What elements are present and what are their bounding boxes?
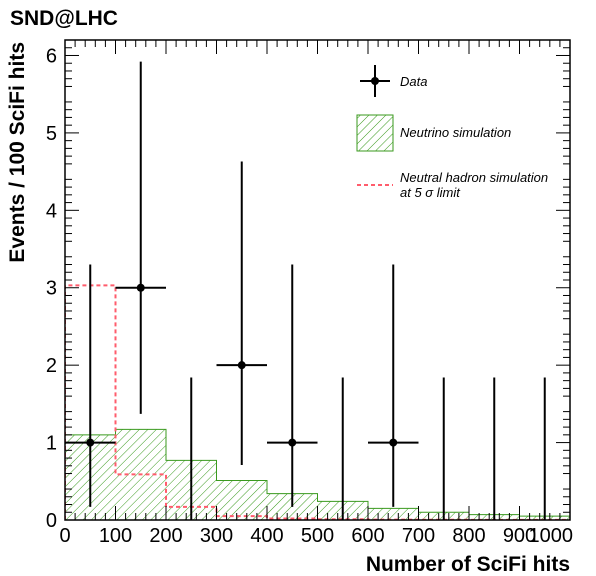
data-point xyxy=(288,438,297,447)
y-tick-label: 3 xyxy=(46,278,57,300)
y-tick-labels: 0 1 2 3 4 5 6 xyxy=(46,45,57,532)
data-point xyxy=(389,438,398,447)
legend-label-neutrino: Neutrino simulation xyxy=(400,125,511,140)
data-point xyxy=(86,438,95,447)
y-tick-label: 5 xyxy=(46,123,57,145)
y-tick-label: 4 xyxy=(46,200,57,222)
x-tick-label: 700 xyxy=(402,525,435,547)
y-tick-label: 0 xyxy=(46,510,57,532)
x-tick-label: 500 xyxy=(301,525,334,547)
x-tick-label: 300 xyxy=(200,525,233,547)
x-tick-label: 0 xyxy=(59,525,70,547)
x-tick-label: 400 xyxy=(250,525,283,547)
y-tick-label: 1 xyxy=(46,433,57,455)
y-axis-title: Events / 100 SciFi hits xyxy=(6,42,29,263)
x-axis-title: Number of SciFi hits xyxy=(366,553,570,576)
data-points-layer xyxy=(65,61,546,520)
neutrino-bin xyxy=(216,480,267,520)
y-tick-label: 2 xyxy=(46,355,57,377)
x-tick-label: 800 xyxy=(452,525,485,547)
experiment-label: SND@LHC xyxy=(10,7,118,30)
legend-label-neutral-hadron: Neutral hadron simulation xyxy=(400,170,548,185)
axes xyxy=(64,39,571,521)
legend-neutrino-swatch xyxy=(356,114,394,152)
legend-label-data: Data xyxy=(400,74,427,89)
legend-label-neutral-hadron-line2: at 5 σ limit xyxy=(400,185,461,200)
legend: Data Neutrino simulation Neutral hadron … xyxy=(356,65,548,200)
legend-data-marker xyxy=(371,77,379,85)
y-tick-label: 6 xyxy=(46,45,57,67)
legend-entry-data: Data xyxy=(360,65,427,97)
neutrino-bin xyxy=(368,508,419,520)
legend-entry-neutral-hadron: Neutral hadron simulation at 5 σ limit xyxy=(357,170,548,200)
x-tick-label: 1000 xyxy=(529,525,574,547)
x-tick-label: 900 xyxy=(503,525,536,547)
data-point xyxy=(237,361,246,370)
x-tick-label: 600 xyxy=(351,525,384,547)
x-tick-label: 100 xyxy=(99,525,132,547)
legend-entry-neutrino: Neutrino simulation xyxy=(356,114,511,152)
data-point xyxy=(136,283,145,292)
x-tick-label: 200 xyxy=(149,525,182,547)
